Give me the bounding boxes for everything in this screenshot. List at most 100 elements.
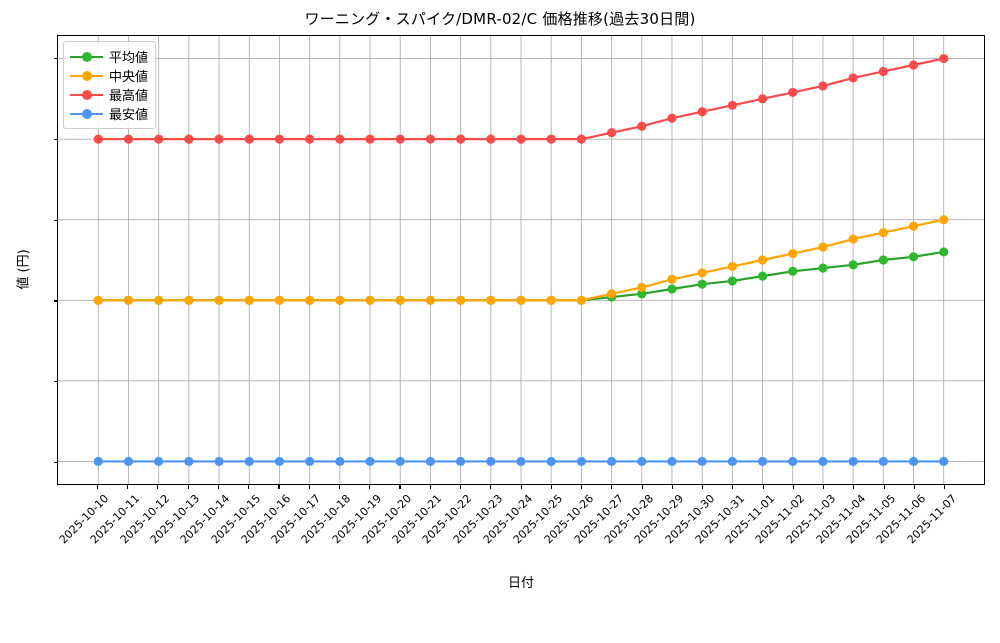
data-point — [606, 289, 617, 299]
x-axis-tick-label: 2025-11-01 — [722, 492, 778, 547]
data-point — [154, 456, 164, 467]
data-point — [456, 295, 466, 305]
data-point — [788, 456, 798, 467]
data-point — [848, 456, 858, 467]
x-axis-tick-mark — [399, 485, 401, 489]
x-axis-tick-mark — [883, 485, 885, 489]
data-point — [305, 456, 315, 467]
data-point — [486, 456, 496, 467]
x-axis-tick-label: 2025-11-03 — [783, 492, 838, 547]
x-axis-tick-mark — [520, 485, 522, 489]
data-point — [939, 247, 949, 257]
data-point — [637, 121, 647, 131]
data-point — [757, 255, 768, 265]
data-point — [908, 456, 919, 467]
x-axis-tick-label: 2025-10-11 — [87, 492, 142, 547]
data-point — [697, 107, 707, 117]
data-point — [335, 134, 345, 144]
x-axis-tick-mark — [913, 485, 915, 489]
x-axis-tick-mark — [853, 485, 855, 489]
data-point — [637, 456, 647, 467]
data-point — [848, 260, 858, 270]
data-point — [154, 295, 164, 305]
x-axis-tick-label: 2025-10-24 — [480, 492, 536, 547]
legend-item-1[interactable]: 中央値 — [70, 66, 148, 85]
data-point — [546, 456, 556, 467]
legend-swatch-icon — [70, 69, 103, 83]
data-point — [456, 134, 466, 144]
data-series-layer — [93, 53, 949, 467]
x-axis-tick-label: 2025-10-10 — [57, 492, 112, 547]
data-point — [576, 295, 586, 305]
data-point — [848, 234, 858, 244]
legend-swatch-icon — [70, 50, 103, 64]
data-point — [244, 295, 254, 305]
data-point — [788, 87, 798, 97]
data-point — [456, 456, 466, 467]
data-point — [93, 295, 103, 305]
legend-item-3[interactable]: 最安値 — [70, 104, 148, 123]
x-axis-tick-label: 2025-10-21 — [390, 492, 445, 547]
data-point — [123, 295, 134, 305]
legend-item-2[interactable]: 最高値 — [70, 85, 148, 104]
x-axis-tick-mark — [762, 485, 764, 489]
chart-figure: ワーニング・スパイク/DMR-02/C 価格推移(過去30日間) 2530354… — [16, 10, 985, 591]
data-point — [274, 456, 285, 467]
data-point — [606, 456, 617, 467]
x-axis-tick-label: 2025-11-04 — [813, 492, 869, 547]
data-point — [214, 456, 224, 467]
data-point — [606, 128, 617, 138]
data-point — [667, 274, 677, 284]
data-point — [818, 456, 828, 467]
series-line-0 — [97, 250, 945, 302]
data-point — [576, 456, 586, 467]
x-axis-tick-mark — [308, 485, 310, 489]
data-point — [184, 295, 194, 305]
x-axis-tick-label: 2025-10-30 — [662, 492, 717, 547]
x-axis-tick-label: 2025-10-14 — [178, 492, 233, 547]
legend-label: 最高値 — [109, 89, 149, 104]
data-point — [123, 456, 134, 467]
data-point — [365, 134, 375, 144]
data-point — [395, 456, 405, 467]
x-axis-tick-mark — [823, 485, 825, 489]
x-axis-tick-label: 2025-10-16 — [238, 492, 294, 547]
x-axis-tick-mark — [641, 485, 643, 489]
x-axis-tick-label: 2025-10-12 — [117, 492, 173, 547]
x-axis-tick-mark — [157, 485, 159, 489]
x-axis-tick-label: 2025-11-05 — [843, 492, 899, 547]
data-point — [667, 113, 677, 123]
x-axis-tick-label: 2025-10-15 — [208, 492, 263, 547]
data-point — [214, 295, 224, 305]
data-point — [486, 134, 496, 144]
x-axis-tick-label: 2025-10-27 — [571, 492, 626, 547]
data-point — [939, 215, 949, 225]
data-point — [757, 456, 768, 467]
data-point — [788, 248, 798, 259]
legend-swatch-icon — [70, 88, 103, 102]
data-point — [425, 295, 436, 305]
x-axis-tick-label: 2025-10-13 — [147, 492, 203, 547]
x-axis-tick-mark — [278, 485, 280, 489]
x-axis-tick-mark — [702, 485, 704, 489]
data-point — [305, 134, 315, 144]
data-point — [637, 282, 647, 292]
series-line-1 — [97, 218, 945, 302]
y-axis-label: 値 (円) — [16, 249, 32, 290]
data-point — [365, 295, 375, 305]
data-point — [274, 295, 285, 305]
legend-item-0[interactable]: 平均値 — [70, 47, 148, 66]
x-axis-tick-label: 2025-10-28 — [601, 492, 657, 547]
x-axis-tick-label: 2025-11-02 — [753, 492, 808, 547]
x-axis-tick-mark — [490, 485, 492, 489]
x-axis-tick-label: 2025-10-19 — [329, 492, 384, 547]
data-point — [395, 134, 405, 144]
legend-label: 中央値 — [109, 70, 149, 85]
x-axis-tick-mark — [792, 485, 794, 489]
data-point — [878, 255, 888, 265]
data-point — [939, 456, 949, 467]
x-axis-tick-label: 2025-10-22 — [420, 492, 475, 547]
x-axis-tick-mark — [671, 485, 673, 489]
data-point — [184, 456, 194, 467]
data-point — [818, 242, 828, 252]
